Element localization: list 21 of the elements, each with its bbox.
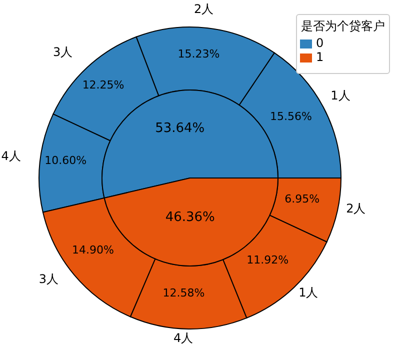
slice-label: 1人 bbox=[330, 88, 350, 103]
slice-label: 3人 bbox=[53, 45, 73, 60]
data-label: 14.90% bbox=[72, 244, 114, 257]
legend-label: 1 bbox=[316, 50, 324, 64]
data-label: 46.36% bbox=[165, 210, 215, 226]
slice-label: 4人 bbox=[1, 148, 21, 163]
slice-label: 2人 bbox=[194, 2, 214, 16]
slice-label: 1人 bbox=[298, 286, 318, 300]
data-label: 15.56% bbox=[270, 110, 312, 124]
data-label: 6.95% bbox=[284, 192, 320, 206]
legend-title: 是否为个贷客户 bbox=[301, 19, 385, 33]
data-label: 53.64% bbox=[155, 120, 205, 136]
slice-label: 3人 bbox=[38, 272, 59, 286]
data-label: 12.58% bbox=[162, 286, 205, 300]
slice-label: 4人 bbox=[173, 330, 194, 345]
data-label: 12.25% bbox=[82, 78, 124, 92]
data-label: 11.92% bbox=[246, 254, 289, 267]
data-label: 15.23% bbox=[178, 47, 220, 60]
legend-label: 0 bbox=[316, 36, 324, 50]
data-label: 10.60% bbox=[44, 154, 87, 168]
slice-label: 2人 bbox=[346, 202, 366, 216]
